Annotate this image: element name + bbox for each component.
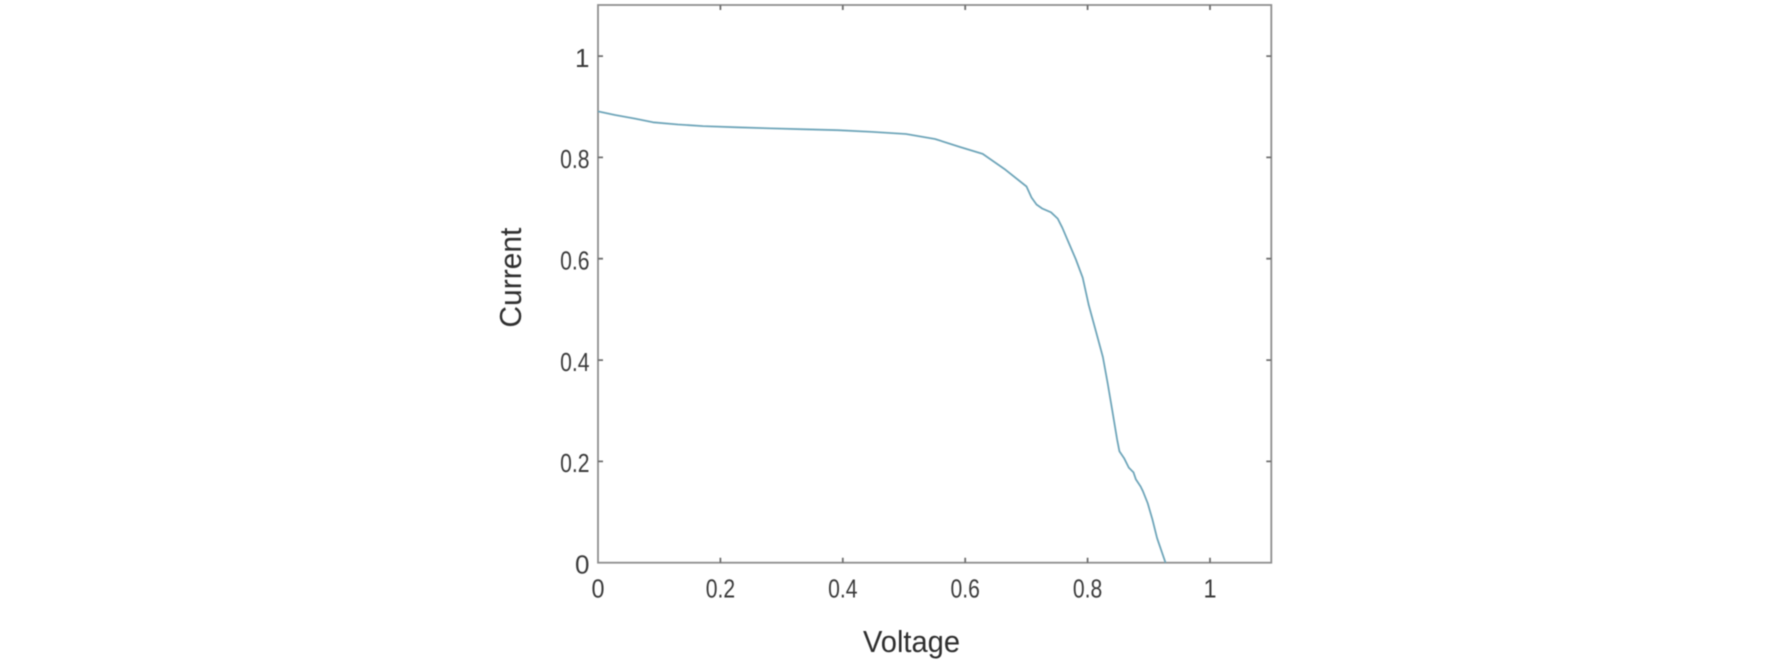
svg-text:0: 0 (592, 574, 605, 604)
svg-text:0.2: 0.2 (560, 448, 589, 478)
svg-text:0.6: 0.6 (951, 574, 980, 604)
svg-text:0.4: 0.4 (828, 574, 857, 604)
svg-text:0.8: 0.8 (560, 144, 589, 174)
svg-text:1: 1 (1204, 574, 1217, 604)
svg-text:0.8: 0.8 (1073, 574, 1102, 604)
svg-text:0: 0 (575, 549, 589, 579)
svg-text:1: 1 (575, 43, 589, 73)
svg-text:0.4: 0.4 (560, 347, 589, 377)
svg-text:0.2: 0.2 (706, 574, 735, 604)
svg-text:Voltage: Voltage (863, 624, 960, 659)
svg-text:Current: Current (493, 227, 528, 327)
svg-text:0.6: 0.6 (560, 245, 589, 275)
